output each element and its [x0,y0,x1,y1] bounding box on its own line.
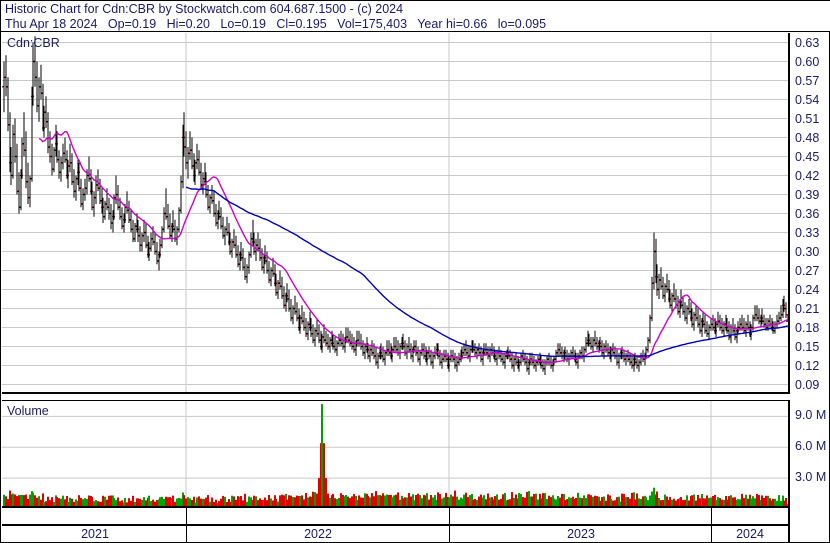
year-divider [186,526,187,542]
year-label: 2021 [81,527,109,541]
price-tick-label: 0.51 [795,111,820,126]
year-label: 2024 [736,527,764,541]
year-divider [186,508,187,524]
price-tick-label: 0.12 [795,358,820,373]
header-title: Historic Chart for Cdn:CBR by Stockwatch… [5,2,404,16]
x-axis-labels: 2021 2022 2023 2024 [2,526,788,542]
volume-tick-label: 9.0 M [795,408,827,423]
price-tick-label: 0.33 [795,225,820,240]
price-tick-label: 0.30 [795,244,820,259]
price-panel[interactable]: Cdn:CBR [2,33,788,394]
volume-tick-label: 6.0 M [795,439,827,454]
year-label: 2022 [304,527,332,541]
price-panel-label: Cdn:CBR [7,36,60,50]
price-tick-label: 0.60 [795,54,820,69]
price-tick-label: 0.39 [795,187,820,202]
price-tick-label: 0.63 [795,35,820,50]
year-divider [449,526,450,542]
year-divider [711,526,712,542]
price-tick-label: 0.57 [795,73,820,88]
price-tick-label: 0.36 [795,206,820,221]
chart-header: Historic Chart for Cdn:CBR by Stockwatch… [1,1,830,32]
price-tick-label: 0.48 [795,130,820,145]
price-tick-label: 0.42 [795,168,820,183]
price-tick-label: 0.54 [795,92,820,107]
price-tick-label: 0.18 [795,320,820,335]
x-axis-band [2,508,788,526]
volume-panel[interactable]: Volume [2,400,788,508]
volume-tick-label: 3.0 M [795,470,827,485]
price-tick-label: 0.24 [795,282,820,297]
year-label: 2023 [567,527,595,541]
price-axis: 0.63 0.60 0.57 0.54 0.51 0.48 0.45 0.42 0.39 0.36… [788,33,830,394]
price-tick-label: 0.09 [795,377,820,392]
price-tick-label: 0.27 [795,263,820,278]
price-tick-label: 0.45 [795,149,820,164]
volume-axis: 3.0 M 6.0 M 9.0 M [788,400,830,508]
volume-panel-label: Volume [7,404,49,418]
axis-corner [788,508,830,542]
price-tick-label: 0.15 [795,339,820,354]
header-quote-line: Thu Apr 18 2024 Op=0.19 Hi=0.20 Lo=0.19 … [5,17,547,31]
year-divider [449,508,450,524]
price-tick-label: 0.21 [795,301,820,316]
x-axis: 2021 2022 2023 2024 [2,508,788,542]
year-divider [711,508,712,524]
